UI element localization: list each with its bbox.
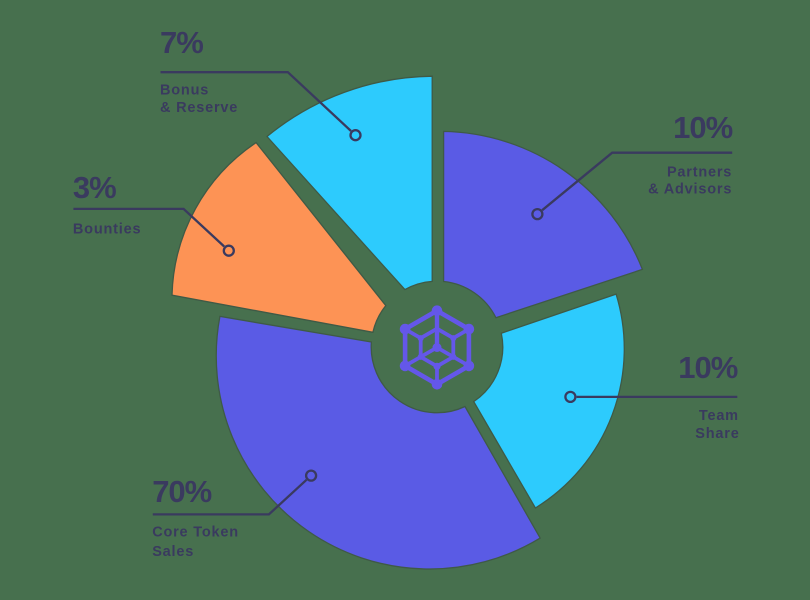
svg-text:10%: 10% xyxy=(673,110,732,145)
svg-text:Bonus: Bonus xyxy=(160,82,209,98)
svg-text:Bounties: Bounties xyxy=(73,222,141,238)
svg-text:3%: 3% xyxy=(73,170,116,205)
svg-text:70%: 70% xyxy=(152,474,211,509)
svg-text:& Reserve: & Reserve xyxy=(160,100,238,116)
svg-text:10%: 10% xyxy=(678,350,737,385)
svg-text:Sales: Sales xyxy=(152,544,194,560)
svg-text:Core Token: Core Token xyxy=(152,525,239,541)
svg-text:& Advisors: & Advisors xyxy=(648,181,732,197)
svg-text:Team: Team xyxy=(699,408,739,424)
svg-text:7%: 7% xyxy=(160,25,203,60)
svg-text:Share: Share xyxy=(695,426,739,442)
svg-text:Partners: Partners xyxy=(667,165,732,181)
